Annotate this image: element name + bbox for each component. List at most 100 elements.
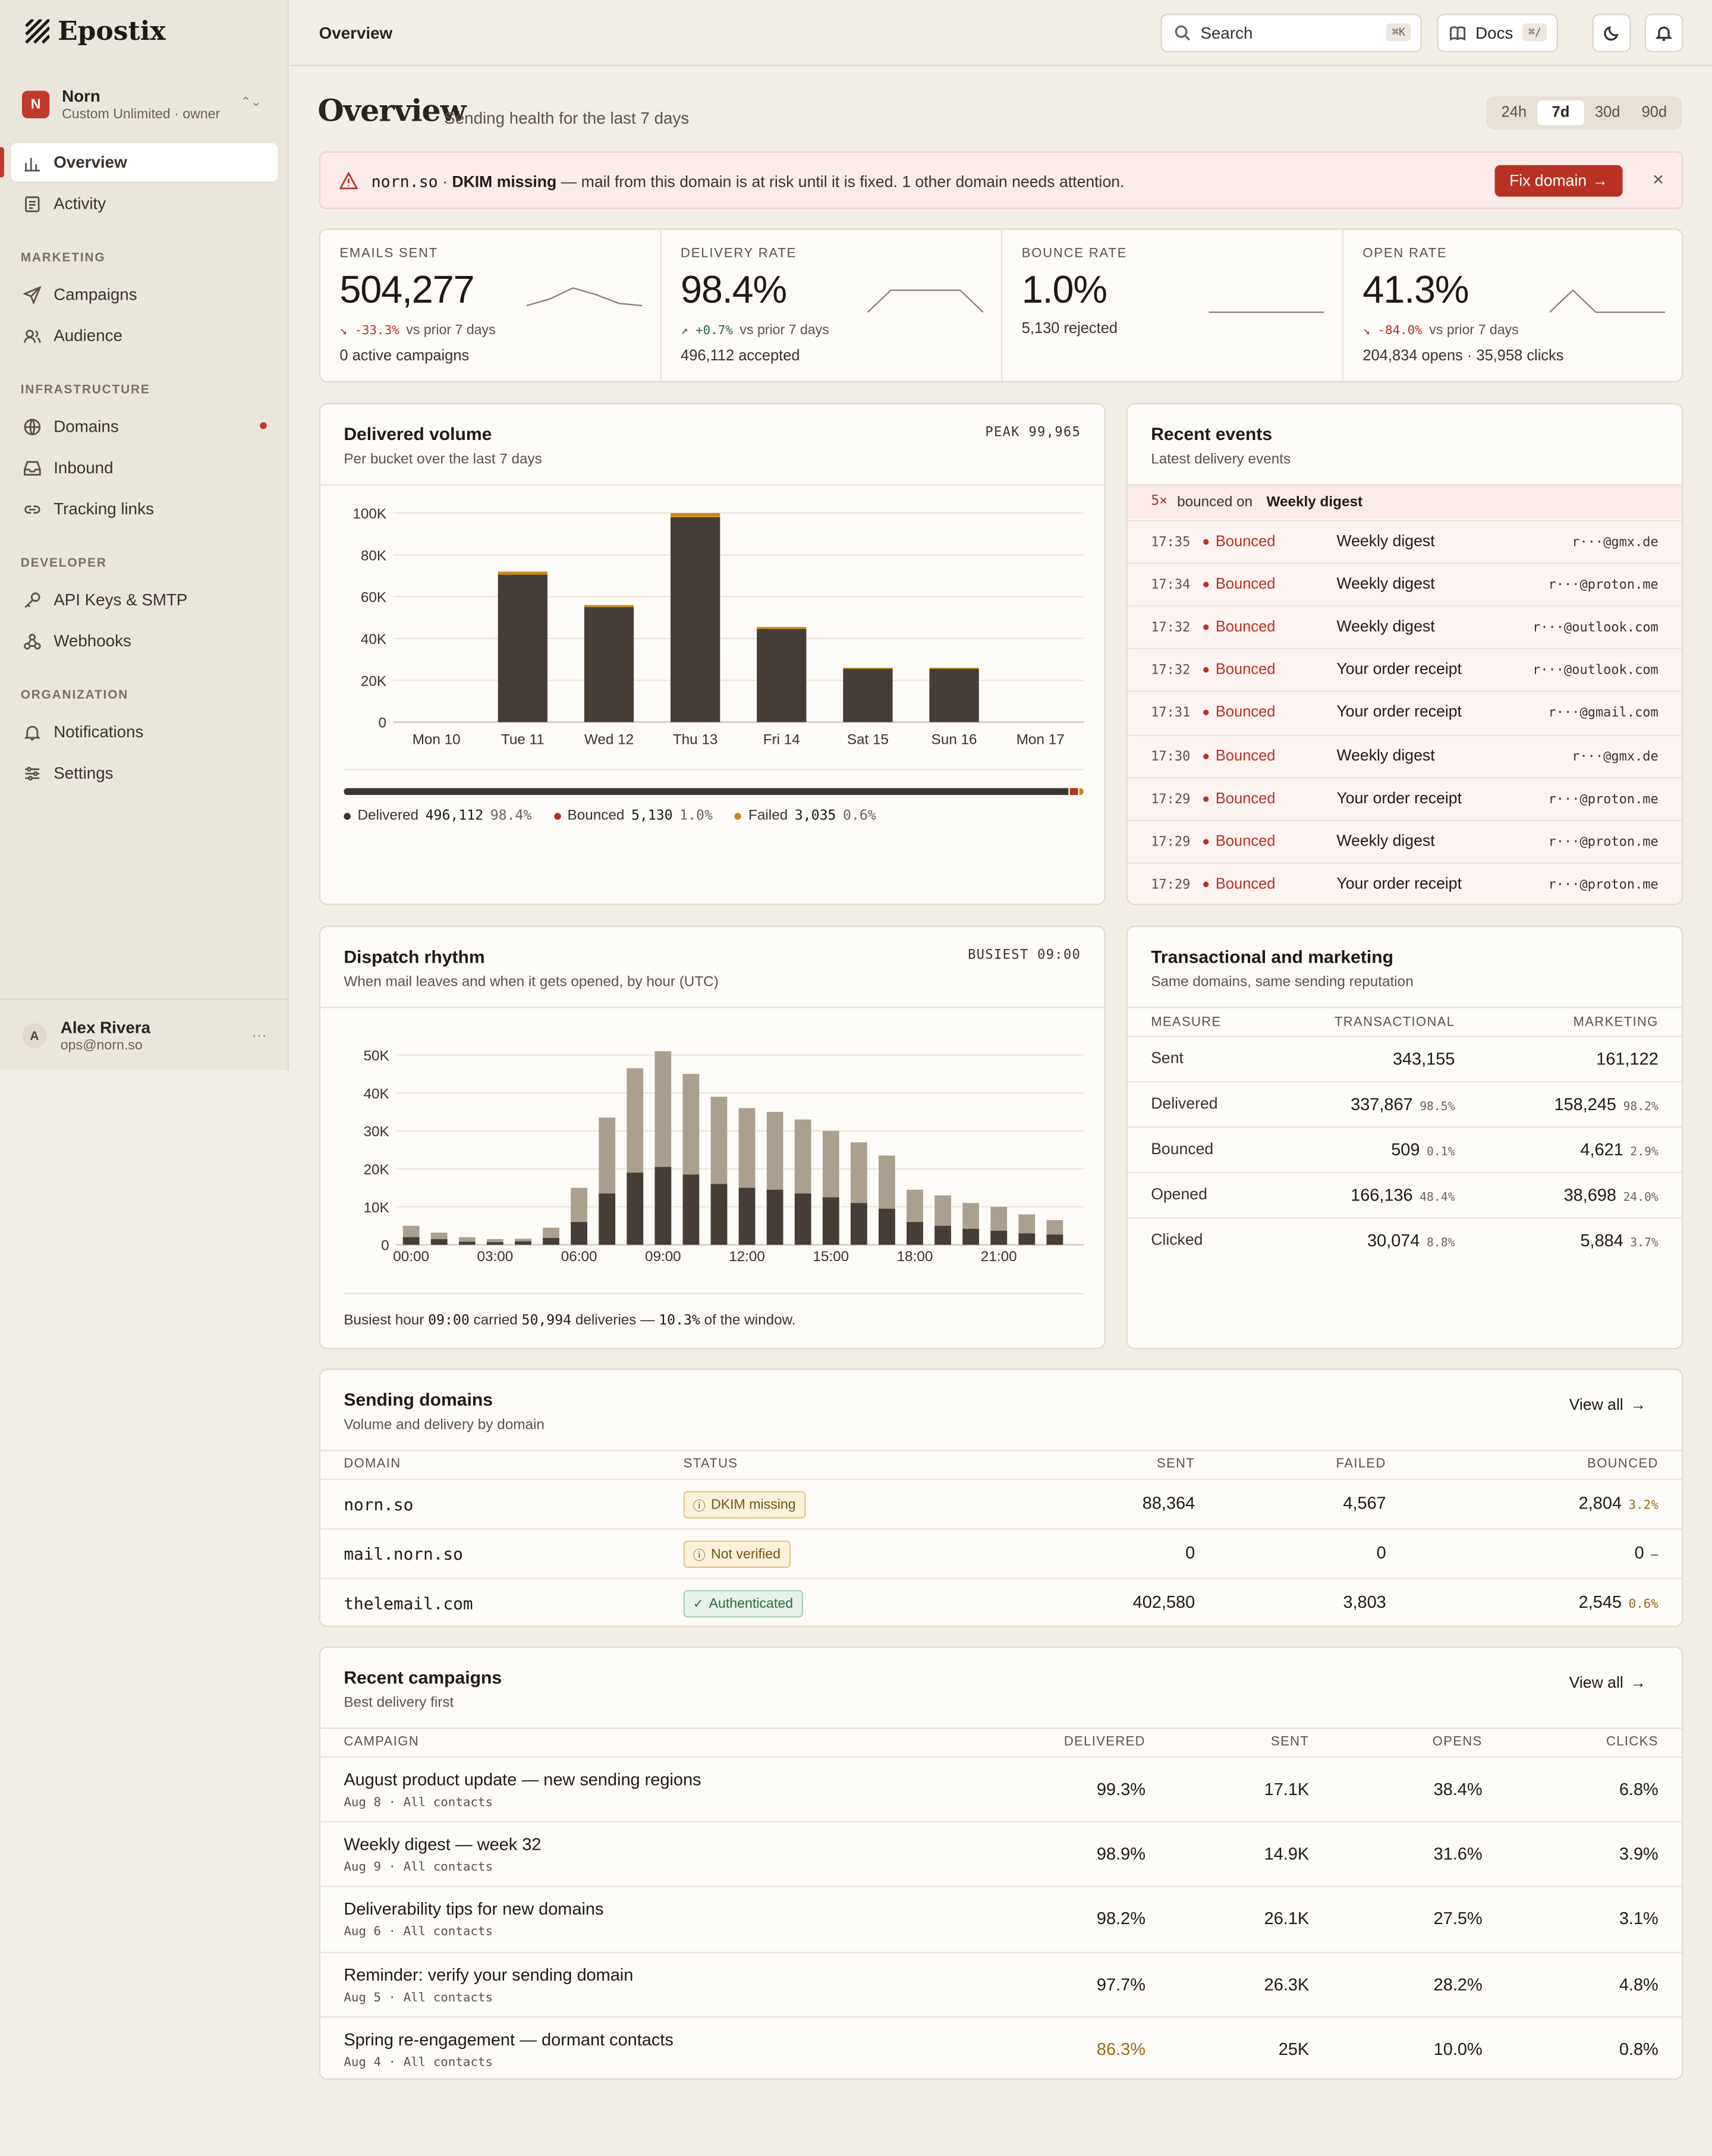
table-row[interactable]: Spring re-engagement — dormant contacts A… bbox=[320, 2016, 1682, 2079]
range-24h[interactable]: 24h bbox=[1501, 104, 1527, 121]
list-item[interactable]: 17:29 Bounced Your order receipt r···@proto… bbox=[1127, 862, 1682, 904]
list-item[interactable]: 17:32 Bounced Your order receipt r···@outlo… bbox=[1127, 648, 1682, 691]
value-percent: 2.9% bbox=[1630, 1145, 1658, 1160]
sidebar-item-activity[interactable]: Activity bbox=[11, 184, 278, 223]
bar-failed[interactable] bbox=[757, 627, 807, 629]
list-item[interactable]: 17:31 Bounced Your order receipt r···@gmail… bbox=[1127, 691, 1682, 734]
list-item[interactable]: 17:29 Bounced Weekly digest r···@proton.me bbox=[1127, 819, 1682, 862]
y-tick-label: 60K bbox=[361, 590, 386, 606]
summary-count: 50,994 bbox=[521, 1313, 572, 1329]
sidebar-item-notifications[interactable]: Notifications bbox=[11, 712, 278, 751]
bar-delivered[interactable] bbox=[498, 574, 547, 722]
sidebar-item-inbound[interactable]: Inbound bbox=[11, 448, 278, 487]
fix-domain-button[interactable]: Fix domain → bbox=[1494, 165, 1623, 197]
range-7d[interactable]: 7d bbox=[1537, 100, 1584, 125]
bar-delivered[interactable] bbox=[962, 1228, 980, 1245]
sidebar-item-domains[interactable]: Domains bbox=[11, 407, 278, 446]
docs-button[interactable]: Docs ⌘/ bbox=[1437, 14, 1558, 52]
bar-delivered[interactable] bbox=[682, 1174, 700, 1245]
bar-delivered[interactable] bbox=[879, 1208, 895, 1245]
sidebar-item-webhooks[interactable]: Webhooks bbox=[11, 622, 278, 661]
bar-delivered[interactable] bbox=[929, 668, 979, 722]
event-subject: Weekly digest bbox=[1336, 619, 1435, 636]
bar-delivered[interactable] bbox=[1018, 1233, 1036, 1245]
sidebar-item-settings[interactable]: Settings bbox=[11, 754, 278, 793]
range-30d[interactable]: 30d bbox=[1594, 104, 1620, 121]
bar-delivered[interactable] bbox=[738, 1187, 756, 1245]
bar-delivered[interactable] bbox=[458, 1242, 476, 1245]
bar-delivered[interactable] bbox=[515, 1241, 531, 1245]
sidebar-item-tracking-links[interactable]: Tracking links bbox=[11, 490, 278, 529]
bar-delivered[interactable] bbox=[934, 1225, 951, 1245]
bar-delivered[interactable] bbox=[794, 1193, 811, 1245]
bar-delivered[interactable] bbox=[671, 517, 720, 722]
view-all-domains-link[interactable]: View all → bbox=[1569, 1397, 1646, 1414]
bar-failed[interactable] bbox=[584, 605, 634, 608]
brand[interactable]: Epostix bbox=[25, 17, 166, 47]
sidebar-item-audience[interactable]: Audience bbox=[11, 316, 278, 355]
bar-delivered[interactable] bbox=[990, 1230, 1008, 1245]
table-row[interactable]: Reminder: verify your sending domain Aug … bbox=[320, 1951, 1682, 2016]
column-header: SENT bbox=[1271, 1734, 1310, 1750]
bar-delivered[interactable] bbox=[907, 1222, 923, 1245]
view-all-campaigns-link[interactable]: View all → bbox=[1569, 1676, 1646, 1692]
event-subject: Weekly digest bbox=[1336, 533, 1435, 551]
bar-delivered[interactable] bbox=[654, 1167, 672, 1245]
bar-delivered[interactable] bbox=[710, 1184, 728, 1245]
stat-label: DELIVERY RATE bbox=[681, 246, 797, 262]
bar-delivered[interactable] bbox=[487, 1242, 503, 1245]
bar-failed[interactable] bbox=[498, 571, 547, 575]
bar-failed[interactable] bbox=[929, 668, 979, 669]
event-group-header[interactable]: 5× bounced on Weekly digest bbox=[1127, 485, 1682, 519]
list-item[interactable]: 17:35 Bounced Weekly digest r···@gmx.de bbox=[1127, 520, 1682, 563]
send-icon bbox=[22, 285, 41, 304]
bar-delivered[interactable] bbox=[402, 1237, 420, 1245]
bar-delivered[interactable] bbox=[627, 1173, 644, 1245]
bar-delivered[interactable] bbox=[843, 668, 893, 722]
more-icon[interactable]: ··· bbox=[251, 1027, 267, 1044]
list-item[interactable]: 17:34 Bounced Weekly digest r···@proton.me bbox=[1127, 562, 1682, 606]
time-range-switch[interactable]: 24h 7d 30d 90d bbox=[1486, 96, 1682, 130]
bar-delivered[interactable] bbox=[430, 1239, 448, 1245]
close-icon[interactable]: × bbox=[1653, 168, 1664, 190]
sidebar-item-campaigns[interactable]: Campaigns bbox=[11, 275, 278, 314]
list-item[interactable]: 17:32 Bounced Weekly digest r···@outlook.co… bbox=[1127, 605, 1682, 648]
y-tick-label: 40K bbox=[361, 631, 386, 648]
sidebar-item-overview[interactable]: Overview bbox=[0, 143, 278, 182]
x-tick-label: 00:00 bbox=[393, 1249, 429, 1265]
stat-delta: ↘ -33.3% vs prior 7 days bbox=[339, 323, 495, 338]
table-row[interactable]: Deliverability tips for new domains Aug 6… bbox=[320, 1886, 1682, 1951]
org-switcher[interactable]: N Norn Custom Unlimited · owner ⌃⌄ bbox=[11, 80, 278, 129]
table-row[interactable]: mail.norn.so ⓘ Not verified 0 0 0— bbox=[320, 1528, 1682, 1577]
bar-failed[interactable] bbox=[843, 668, 893, 669]
theme-toggle-button[interactable] bbox=[1592, 14, 1631, 52]
bar-delivered[interactable] bbox=[1046, 1234, 1063, 1245]
search-input[interactable]: Search ⌘K bbox=[1160, 14, 1422, 52]
org-name: Norn bbox=[62, 86, 100, 106]
bar-delivered[interactable] bbox=[584, 607, 634, 722]
bar-delivered[interactable] bbox=[599, 1193, 616, 1245]
list-item[interactable]: 17:30 Bounced Weekly digest r···@gmx.de bbox=[1127, 734, 1682, 777]
bar-delivered[interactable] bbox=[850, 1203, 867, 1245]
bar-delivered[interactable] bbox=[571, 1222, 587, 1245]
status-label: Bounced bbox=[1215, 876, 1276, 892]
bar-delivered[interactable] bbox=[543, 1238, 559, 1245]
bar-delivered[interactable] bbox=[766, 1189, 783, 1245]
bar-delivered[interactable] bbox=[757, 628, 807, 722]
table-row[interactable]: Weekly digest — week 32 Aug 9 · All conta… bbox=[320, 1821, 1682, 1886]
summary-hour: 09:00 bbox=[428, 1313, 470, 1329]
list-item[interactable]: 17:29 Bounced Your order receipt r···@proto… bbox=[1127, 777, 1682, 819]
table-row[interactable]: August product update — new sending regi… bbox=[320, 1756, 1682, 1821]
table-row[interactable]: norn.so ⓘ DKIM missing 88,364 4,567 2,804 3.2% bbox=[320, 1478, 1682, 1528]
sidebar-item-api-keys[interactable]: API Keys & SMTP bbox=[11, 580, 278, 619]
range-90d[interactable]: 90d bbox=[1641, 104, 1667, 121]
table-row[interactable]: thelemail.com ✓ Authenticated 402,580 3,803 2… bbox=[320, 1577, 1682, 1626]
user-menu[interactable]: A Alex Rivera ops@norn.so ··· bbox=[0, 998, 289, 1070]
notifications-button[interactable] bbox=[1644, 14, 1683, 52]
stat-label: EMAILS SENT bbox=[339, 246, 439, 262]
clicks-value: 0.8% bbox=[1619, 2039, 1658, 2059]
measure-label: Opened bbox=[1151, 1187, 1207, 1204]
bar-failed[interactable] bbox=[671, 513, 720, 517]
bar-opened[interactable] bbox=[487, 1239, 503, 1245]
bar-delivered[interactable] bbox=[822, 1197, 839, 1245]
